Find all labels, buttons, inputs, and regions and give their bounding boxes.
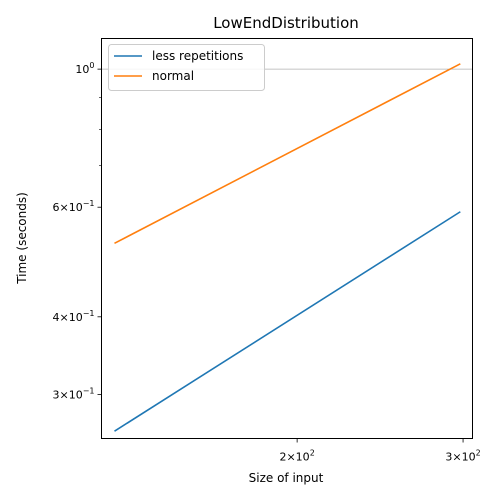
x-tick-label-2: 3×102 [445, 449, 480, 464]
series-line-1 [114, 211, 461, 432]
x-tick-label-1: 2×102 [279, 449, 314, 464]
legend-label-1: less repetitions [152, 49, 243, 63]
y-tick-label-4: 3×10−1 [52, 387, 94, 402]
y-ticks: 100 6×10−1 4×10−1 3×10−1 [52, 61, 102, 402]
legend-box [108, 44, 265, 91]
plot-frame [101, 38, 473, 439]
series-group [114, 63, 461, 432]
series-line-2 [114, 63, 461, 245]
y-tick-label-1: 100 [75, 61, 94, 76]
x-ticks: 2×102 3×102 [279, 438, 481, 464]
legend: less repetitions normal [108, 44, 265, 91]
y-axis-label: Time (seconds) [15, 192, 29, 285]
chart-title: LowEndDistribution [213, 14, 359, 32]
y-tick-label-3: 4×10−1 [52, 309, 94, 324]
legend-label-2: normal [152, 69, 194, 83]
y-tick-label-2: 6×10−1 [52, 199, 94, 214]
x-axis-label: Size of input [249, 471, 324, 485]
